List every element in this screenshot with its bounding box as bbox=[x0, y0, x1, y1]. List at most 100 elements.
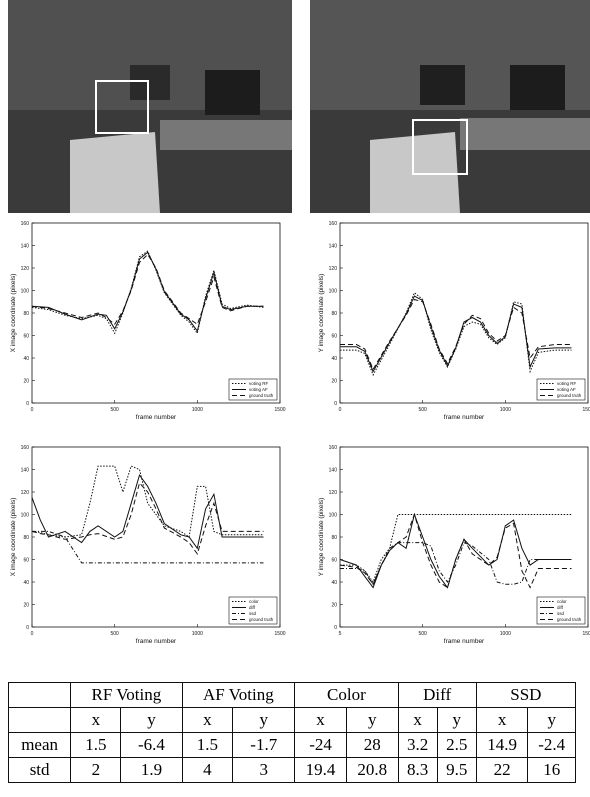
group-header: RF Voting bbox=[70, 682, 183, 708]
y-tick-label: 120 bbox=[21, 266, 30, 272]
group-header: Color bbox=[294, 682, 399, 708]
legend-label: ground truth bbox=[249, 393, 274, 398]
y-tick-label: 20 bbox=[23, 603, 29, 609]
y-tick-label: 0 bbox=[334, 625, 337, 631]
legend-label: diff bbox=[557, 605, 564, 610]
x-tick-label: 1500 bbox=[274, 407, 285, 413]
y-tick-label: 80 bbox=[331, 311, 337, 317]
table-cell: 3 bbox=[232, 757, 296, 783]
legend-label: color bbox=[249, 599, 259, 604]
legend-box bbox=[228, 378, 278, 401]
table-cell: -24 bbox=[294, 732, 347, 758]
series-line bbox=[340, 541, 572, 586]
axis-header: y bbox=[345, 707, 399, 733]
y-tick-label: 60 bbox=[23, 558, 29, 564]
table-cell: 2.5 bbox=[436, 732, 477, 758]
legend-label: ssd bbox=[557, 611, 565, 616]
data-row: std 2 1.9 4 3 19.4 20.8 8.3 9.5 22 16 bbox=[7, 757, 576, 783]
corner-cell bbox=[7, 707, 72, 733]
y-tick-label: 0 bbox=[26, 625, 29, 631]
y-tick-label: 160 bbox=[21, 445, 30, 451]
y-axis-label: Y image coordinate (pixels) bbox=[318, 498, 325, 577]
series-line bbox=[339, 512, 572, 589]
y-tick-label: 40 bbox=[23, 356, 29, 362]
y-tick-label: 40 bbox=[23, 580, 29, 586]
row-label: mean bbox=[7, 732, 72, 758]
axis-header: x bbox=[475, 707, 529, 733]
table-cell: 2 bbox=[70, 757, 122, 783]
x-axis-label: frame number bbox=[444, 638, 485, 645]
y-tick-label: 80 bbox=[331, 535, 337, 541]
table-cell: 19.4 bbox=[294, 757, 347, 783]
table-cell: 1.5 bbox=[181, 732, 234, 758]
plot-frame bbox=[31, 222, 281, 404]
y-tick-label: 60 bbox=[23, 334, 29, 340]
table-cell: 4 bbox=[181, 757, 234, 783]
y-tick-label: 60 bbox=[331, 334, 337, 340]
series-line bbox=[340, 291, 572, 377]
axis-header: y bbox=[527, 707, 576, 733]
y-tick-label: 100 bbox=[21, 289, 30, 295]
x-tick-label: 500 bbox=[110, 631, 119, 637]
y-tick-label: 160 bbox=[329, 445, 338, 451]
photo-left bbox=[8, 0, 292, 213]
table-cell: 3.2 bbox=[397, 732, 438, 758]
axis-header: x bbox=[70, 707, 122, 733]
series-line bbox=[32, 530, 264, 564]
y-axis-label: X image coordinate (pixels) bbox=[10, 498, 17, 577]
axis-header: x bbox=[181, 707, 234, 733]
legend-label: ground truth bbox=[557, 617, 582, 622]
y-tick-label: 140 bbox=[329, 468, 338, 474]
data-row: mean 1.5 -6.4 1.5 -1.7 -24 28 3.2 2.5 14.9 -2.4 bbox=[7, 732, 576, 758]
y-tick-label: 140 bbox=[21, 468, 30, 474]
group-header: AF Voting bbox=[181, 682, 296, 708]
series-line bbox=[340, 295, 572, 373]
y-axis-label: Y image coordinate (pixels) bbox=[318, 274, 325, 353]
y-tick-label: 120 bbox=[21, 490, 30, 496]
y-tick-label: 40 bbox=[331, 356, 337, 362]
series-line bbox=[31, 465, 264, 538]
table-cell: 14.9 bbox=[475, 732, 529, 758]
table-cell: -6.4 bbox=[120, 732, 183, 758]
x-tick-label: 0 bbox=[31, 407, 34, 413]
table-cell: 9.5 bbox=[436, 757, 477, 783]
x-tick-label: 500 bbox=[418, 407, 427, 413]
y-tick-label: 160 bbox=[21, 221, 30, 227]
series-line bbox=[340, 514, 572, 584]
plot-frame bbox=[339, 222, 589, 404]
legend-label: voting AF bbox=[557, 387, 576, 392]
y-tick-label: 40 bbox=[331, 580, 337, 586]
x-tick-label: 1000 bbox=[192, 407, 203, 413]
axis-header: x bbox=[397, 707, 438, 733]
header-row: RF Voting AF Voting Color Diff SSD bbox=[7, 682, 577, 708]
x-axis-label: frame number bbox=[444, 414, 485, 421]
legend-label: ground truth bbox=[557, 393, 582, 398]
x-tick-label: 1500 bbox=[582, 631, 590, 637]
group-header: Diff bbox=[397, 682, 477, 708]
table-cell: 28 bbox=[345, 732, 399, 758]
y-axis-label: X image coordinate (pixels) bbox=[10, 274, 17, 353]
series-line bbox=[31, 253, 264, 326]
y-tick-label: 140 bbox=[329, 244, 338, 250]
x-tick-label: 0 bbox=[339, 407, 342, 413]
table-cell: -1.7 bbox=[232, 732, 296, 758]
y-tick-label: 0 bbox=[26, 401, 29, 407]
axis-header: x bbox=[294, 707, 347, 733]
x-axis-label: frame number bbox=[136, 638, 177, 645]
table-cell: 22 bbox=[475, 757, 529, 783]
x-tick-label: 500 bbox=[418, 631, 427, 637]
legend-box bbox=[536, 378, 586, 401]
y-tick-label: 100 bbox=[329, 513, 338, 519]
x-tick-label: 500 bbox=[110, 407, 119, 413]
legend-label: voting RF bbox=[557, 381, 577, 386]
legend-label: voting AF bbox=[249, 387, 268, 392]
series-line bbox=[31, 250, 264, 335]
table-cell: 20.8 bbox=[345, 757, 399, 783]
table-cell: 1.5 bbox=[70, 732, 122, 758]
corner-cell bbox=[7, 682, 72, 708]
legend-label: voting RF bbox=[249, 381, 269, 386]
x-tick-label: 1000 bbox=[500, 631, 511, 637]
